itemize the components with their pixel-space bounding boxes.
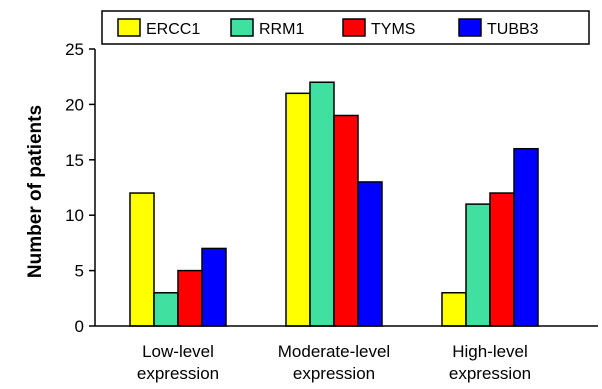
bar-ercc1-0	[129, 192, 155, 327]
y-tick-label: 25	[65, 40, 84, 59]
bar-tubb3-1	[357, 181, 383, 327]
bar-rrm1-1	[309, 81, 335, 327]
y-tick-label: 15	[65, 151, 84, 170]
y-tick-label: 10	[65, 206, 84, 225]
x-tick-label: Moderate-level	[278, 342, 390, 361]
x-tick-label: High-level	[452, 342, 528, 361]
x-axis: Low-level expression Moderate-level express…	[95, 325, 598, 383]
legend-swatch-rrm1	[230, 18, 254, 37]
legend-swatch-ercc1	[117, 18, 141, 37]
y-tick-label: 20	[65, 95, 84, 114]
x-tick-label: expression	[293, 364, 375, 383]
x-tick-label: expression	[137, 364, 219, 383]
bar-tyms-0	[177, 269, 203, 327]
legend-label-tubb3: TUBB3	[487, 21, 539, 38]
y-axis: 0 5 10 15 20 25	[65, 40, 96, 336]
bars	[129, 81, 539, 327]
bar-ercc1-1	[285, 92, 311, 327]
bar-tyms-1	[333, 114, 359, 327]
bar-tubb3-2	[513, 147, 539, 327]
legend-swatch-tubb3	[458, 18, 482, 37]
bar-tyms-2	[489, 192, 515, 327]
bar-ercc1-2	[441, 292, 467, 327]
legend-swatch-tyms	[342, 18, 366, 37]
bar-tubb3-0	[201, 247, 227, 327]
x-tick-label: Low-level	[142, 342, 214, 361]
legend-label-tyms: TYMS	[371, 21, 415, 38]
legend: ERCC1 RRM1 TYMS TUBB3	[101, 10, 590, 45]
legend-label-ercc1: ERCC1	[146, 21, 200, 38]
y-tick-label: 0	[75, 317, 84, 336]
y-tick-label: 5	[75, 262, 84, 281]
bar-rrm1-0	[153, 292, 179, 327]
legend-label-rrm1: RRM1	[259, 21, 304, 38]
y-axis-label: Number of patients	[25, 105, 46, 278]
bar-rrm1-2	[465, 203, 491, 327]
x-tick-label: expression	[449, 364, 531, 383]
